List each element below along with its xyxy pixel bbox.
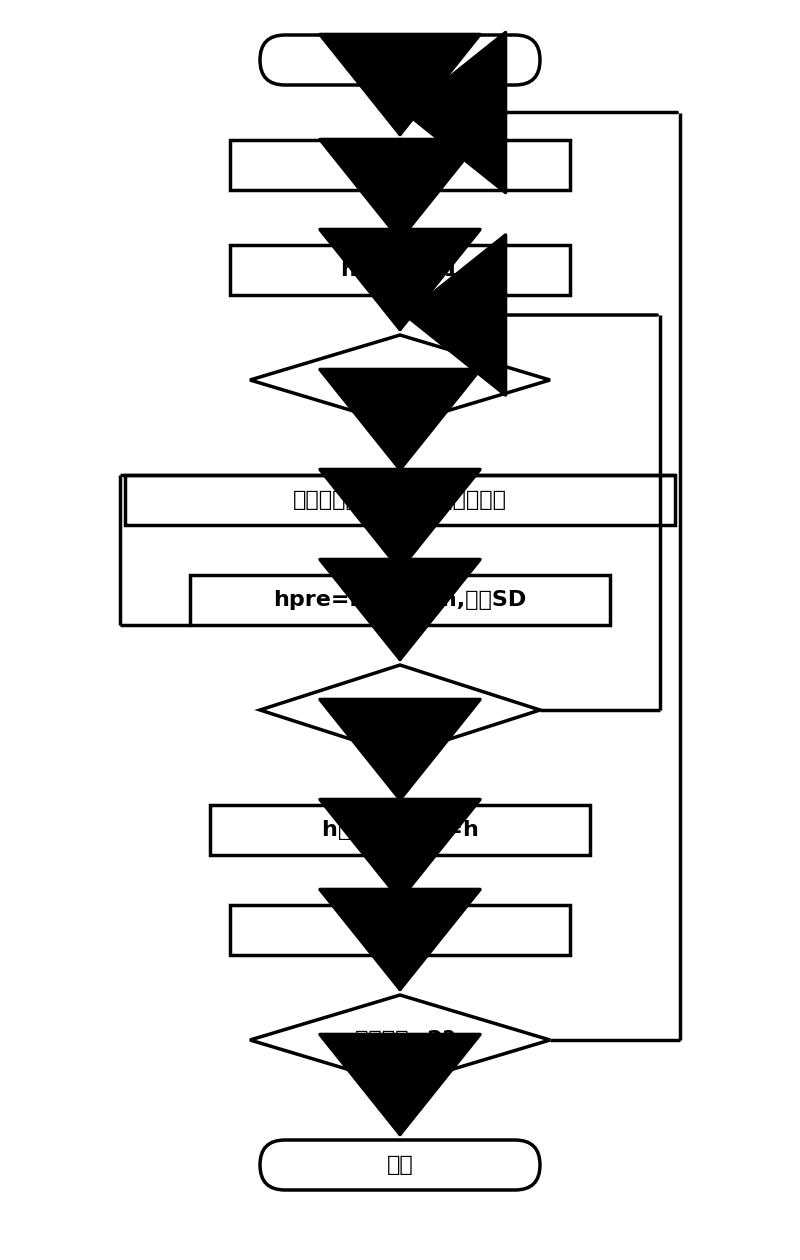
Text: r=x: r=x [378, 155, 422, 175]
Bar [190, 575, 610, 625]
Text: hpre=h,h=h-m,计算SD: hpre=h,h=h-m,计算SD [274, 590, 526, 610]
Bar [125, 475, 675, 525]
Text: 结束: 结束 [386, 1155, 414, 1176]
FancyBboxPatch shape [260, 35, 540, 84]
Text: 开始: 开始 [386, 50, 414, 71]
Polygon shape [250, 995, 550, 1085]
Bar [230, 905, 570, 955]
Text: r=r-h: r=r-h [367, 920, 433, 940]
Polygon shape [260, 665, 540, 755]
Bar [210, 805, 590, 856]
Bar [230, 140, 570, 190]
Bar [230, 244, 570, 295]
Text: h的极点数>2?: h的极点数>2? [342, 370, 458, 391]
Text: r的极点数>2?: r的极点数>2? [344, 1029, 456, 1050]
FancyBboxPatch shape [260, 1140, 540, 1189]
Text: h为IMF分量 c=h: h为IMF分量 c=h [322, 820, 478, 840]
Text: SD>0.2: SD>0.2 [354, 701, 446, 719]
Text: 三次样条插値，求上下包络均値序列: 三次样条插値，求上下包络均値序列 [293, 490, 507, 510]
Text: h=r,SD=1: h=r,SD=1 [341, 260, 459, 280]
Polygon shape [250, 335, 550, 425]
